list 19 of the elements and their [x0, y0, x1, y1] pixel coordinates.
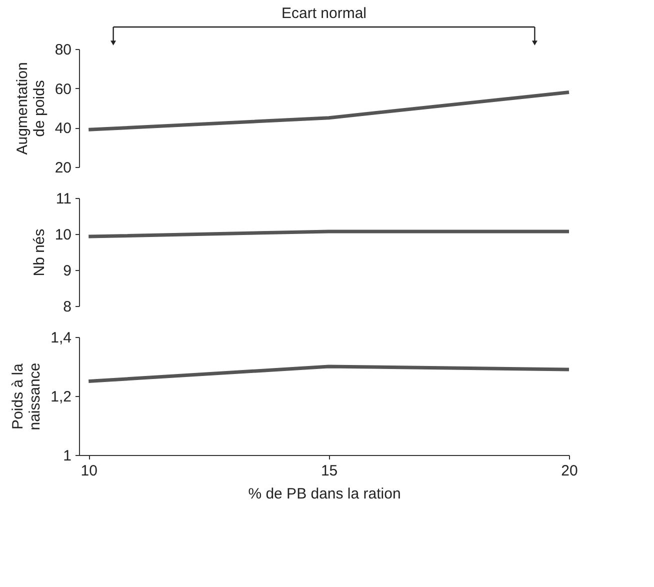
y-axis-title: Augmentation de poids [14, 62, 48, 155]
text: Ecart normal [281, 5, 367, 22]
y-tick-label: 11 [56, 190, 72, 208]
y-axis-title: Nb nés [30, 228, 48, 276]
y-tick-label: 80 [54, 42, 72, 58]
y-tick-label: 10 [54, 226, 72, 244]
y-tick-label: 9 [63, 262, 72, 280]
y-tick-label: 20 [54, 160, 72, 176]
y-tick-label: 40 [54, 120, 72, 138]
y-axis-title: Poids à la naissance [10, 362, 44, 430]
x-tick-label: 10 [80, 462, 98, 480]
x-tick-label: 15 [320, 462, 338, 480]
y-tick-label: 1,2 [50, 388, 72, 406]
y-tick-label: 1 [63, 448, 72, 464]
x-axis-title: % de PB dans la ration [248, 486, 401, 502]
y-tick-label: 8 [63, 298, 72, 316]
x-tick-label: 20 [561, 462, 578, 480]
y-tick-label: 60 [54, 80, 72, 98]
y-tick-label: 1,4 [50, 330, 72, 346]
